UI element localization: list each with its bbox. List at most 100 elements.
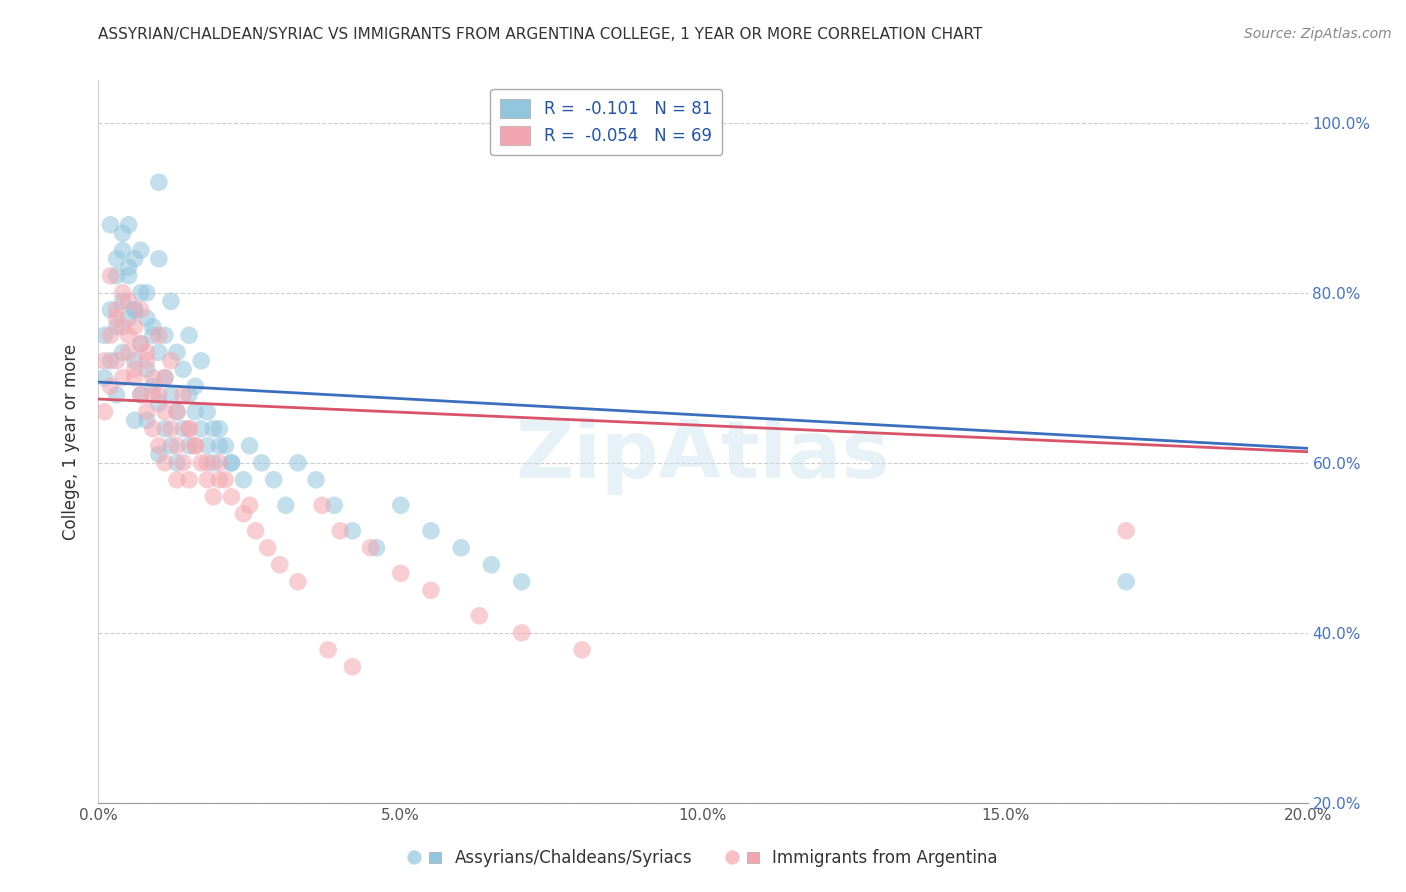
Point <box>190 353 212 368</box>
Point <box>195 473 218 487</box>
Point <box>263 473 285 487</box>
Point <box>179 473 201 487</box>
Point <box>111 227 134 241</box>
Point <box>100 353 122 368</box>
Point <box>221 456 243 470</box>
Point <box>153 371 176 385</box>
Point <box>190 422 212 436</box>
Point <box>135 285 157 300</box>
Point <box>287 574 309 589</box>
Point <box>184 439 207 453</box>
Point <box>366 541 388 555</box>
Point <box>105 311 128 326</box>
Point <box>93 371 115 385</box>
Point <box>93 353 115 368</box>
Point <box>160 422 183 436</box>
Point <box>239 498 262 512</box>
Point <box>245 524 267 538</box>
Point <box>148 345 170 359</box>
Point <box>420 524 443 538</box>
Point <box>166 345 188 359</box>
Point <box>239 439 262 453</box>
Point <box>118 328 141 343</box>
Point <box>100 328 122 343</box>
Point <box>179 388 201 402</box>
Point <box>184 405 207 419</box>
Legend: Assyrians/Chaldeans/Syriacs, Immigrants from Argentina: Assyrians/Chaldeans/Syriacs, Immigrants … <box>402 843 1004 874</box>
Point <box>105 388 128 402</box>
Point <box>124 362 146 376</box>
Point <box>208 456 231 470</box>
Point <box>160 439 183 453</box>
Point <box>111 285 134 300</box>
Point <box>1115 524 1137 538</box>
Point <box>105 353 128 368</box>
Point <box>166 473 188 487</box>
Point <box>118 218 141 232</box>
Point <box>184 379 207 393</box>
Text: Source: ZipAtlas.com: Source: ZipAtlas.com <box>1244 27 1392 41</box>
Point <box>166 439 188 453</box>
Point <box>111 371 134 385</box>
Point <box>221 456 243 470</box>
Point <box>256 541 278 555</box>
Point <box>179 439 201 453</box>
Point <box>129 336 152 351</box>
Point <box>93 405 115 419</box>
Point <box>274 498 297 512</box>
Point <box>153 422 176 436</box>
Point <box>118 311 141 326</box>
Point <box>468 608 491 623</box>
Point <box>124 413 146 427</box>
Point <box>105 319 128 334</box>
Point <box>153 328 176 343</box>
Point <box>342 524 364 538</box>
Point <box>232 473 254 487</box>
Point <box>148 175 170 189</box>
Point <box>287 456 309 470</box>
Text: ZipAtlas: ZipAtlas <box>516 417 890 495</box>
Point <box>135 413 157 427</box>
Point <box>111 294 134 309</box>
Point <box>450 541 472 555</box>
Point <box>571 642 593 657</box>
Point <box>105 252 128 266</box>
Point <box>510 574 533 589</box>
Point <box>481 558 503 572</box>
Point <box>129 285 152 300</box>
Point <box>135 405 157 419</box>
Point <box>142 371 165 385</box>
Point <box>135 345 157 359</box>
Point <box>142 319 165 334</box>
Point <box>311 498 333 512</box>
Point <box>142 422 165 436</box>
Point <box>179 328 201 343</box>
Point <box>160 353 183 368</box>
Point <box>208 422 231 436</box>
Point <box>166 456 188 470</box>
Point <box>1115 574 1137 589</box>
Point <box>111 244 134 258</box>
Point <box>160 294 183 309</box>
Point <box>208 439 231 453</box>
Point <box>93 328 115 343</box>
Point <box>124 302 146 317</box>
Y-axis label: College, 1 year or more: College, 1 year or more <box>62 343 80 540</box>
Point <box>124 319 146 334</box>
Point <box>100 379 122 393</box>
Point <box>142 379 165 393</box>
Point <box>129 302 152 317</box>
Point <box>179 422 201 436</box>
Point <box>166 405 188 419</box>
Point <box>148 252 170 266</box>
Point <box>195 439 218 453</box>
Point <box>135 362 157 376</box>
Point <box>208 473 231 487</box>
Point <box>195 456 218 470</box>
Point <box>142 388 165 402</box>
Point <box>195 405 218 419</box>
Point <box>214 473 236 487</box>
Point <box>153 456 176 470</box>
Point <box>160 388 183 402</box>
Point <box>135 353 157 368</box>
